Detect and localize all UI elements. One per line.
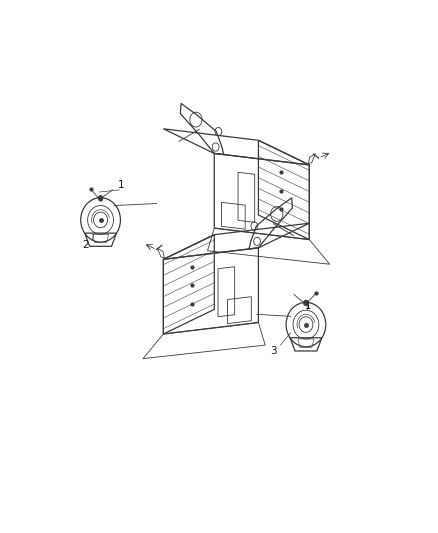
Text: 1: 1 [304,301,311,311]
Text: 3: 3 [270,346,277,356]
Text: 1: 1 [118,180,124,190]
Text: 2: 2 [82,239,88,249]
Circle shape [98,196,103,201]
Circle shape [304,300,308,306]
